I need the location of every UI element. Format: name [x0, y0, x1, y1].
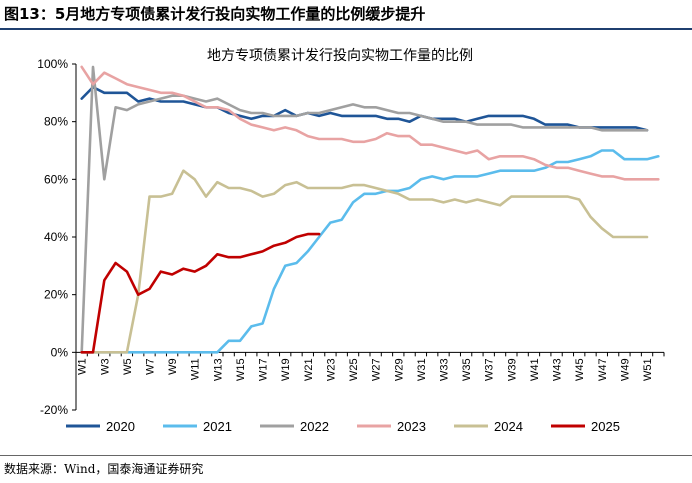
legend-label-2022: 2022 — [300, 419, 329, 434]
y-tick-label: 0% — [51, 345, 69, 359]
legend-label-2021: 2021 — [203, 419, 232, 434]
chart-title: 地方专项债累计发行投向实物工作量的比例 — [207, 48, 473, 64]
series-line-2025 — [80, 232, 321, 354]
y-tick-label: 40% — [44, 230, 68, 244]
series-line-2023 — [80, 65, 660, 181]
x-tick-label: W13 — [212, 358, 224, 381]
x-tick-label: W7 — [145, 358, 157, 375]
x-tick-label: W43 — [552, 358, 564, 381]
y-tick-label: 20% — [44, 288, 68, 302]
x-tick-label: W39 — [506, 358, 518, 381]
x-tick-label: W5 — [122, 358, 134, 375]
x-tick-label: W35 — [461, 358, 473, 381]
x-tick-label: W3 — [99, 358, 111, 375]
series-line-2022 — [80, 65, 649, 354]
x-tick-label: W1 — [77, 358, 89, 375]
legend-label-2023: 2023 — [397, 419, 426, 434]
y-tick-label: 80% — [44, 115, 68, 129]
x-tick-label: W37 — [484, 358, 496, 381]
x-tick-label: W47 — [597, 358, 609, 381]
y-tick-label: 60% — [44, 172, 68, 186]
legend-label-2020: 2020 — [106, 419, 135, 434]
x-tick-label: W17 — [258, 358, 270, 381]
x-tick-label: W41 — [529, 358, 541, 381]
legend-label-2025: 2025 — [591, 419, 620, 434]
x-tick-label: W9 — [167, 358, 179, 375]
series-line-2021 — [80, 149, 660, 354]
source-divider — [0, 455, 692, 456]
legend-label-2024: 2024 — [494, 419, 523, 434]
figure-title: 图13：5月地方专项债累计发行投向实物工作量的比例缓步提升 — [4, 5, 426, 23]
x-tick-label: W51 — [642, 358, 654, 381]
x-tick-label: W29 — [393, 358, 405, 381]
series-lines — [80, 65, 660, 354]
x-tick-label: W19 — [280, 358, 292, 381]
axes: 100% 80% 60% 40% 20% 0% -20% W1 W3 W5 W7 W9 W11 W13 W1… — [37, 57, 665, 417]
x-tick-label: W23 — [325, 358, 337, 381]
series-line-2024 — [80, 169, 649, 354]
line-chart: 地方专项债累计发行投向实物工作量的比例 100% 80% 60% 40% 20% 0% -2… — [37, 48, 665, 434]
x-tick-label: W49 — [619, 358, 631, 381]
y-tick-label: -20% — [40, 403, 68, 417]
x-tick-label: W27 — [371, 358, 383, 381]
x-tick-label: W21 — [303, 358, 315, 381]
x-tick-label: W15 — [235, 358, 247, 381]
y-tick-label: 100% — [37, 57, 68, 71]
x-tick-label: W11 — [190, 358, 202, 380]
legend: 2020 2021 2022 2023 2024 2025 — [66, 419, 620, 434]
title-divider — [0, 28, 692, 30]
x-tick-label: W25 — [348, 358, 360, 381]
x-tick-label: W33 — [439, 358, 451, 381]
x-tick-label: W31 — [416, 358, 428, 381]
x-tick-label: W45 — [574, 358, 586, 381]
source-note: 数据来源：Wind，国泰海通证券研究 — [4, 462, 204, 476]
series-line-2020 — [80, 85, 649, 132]
